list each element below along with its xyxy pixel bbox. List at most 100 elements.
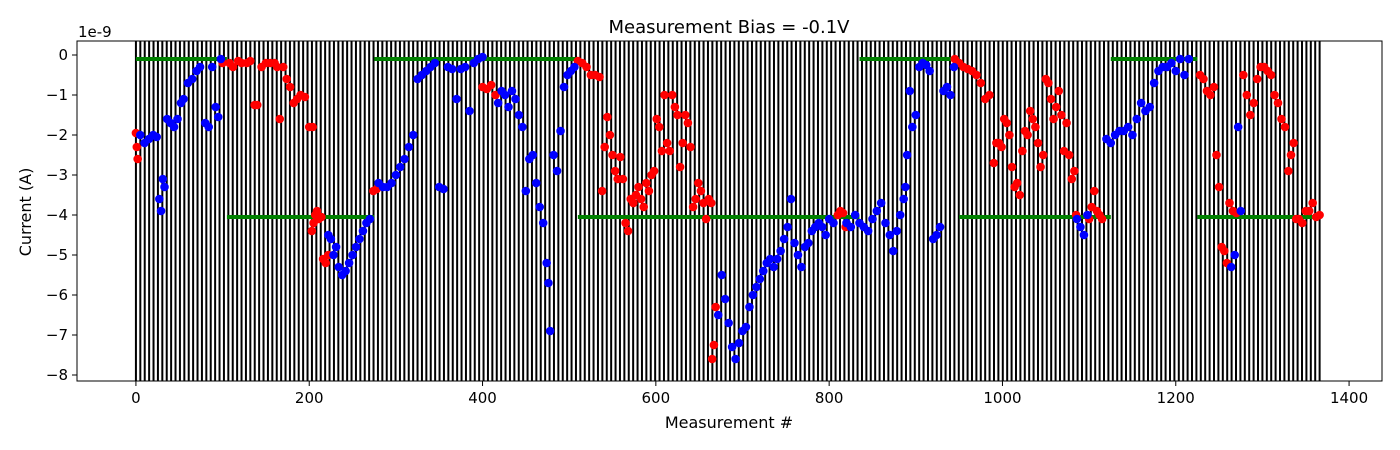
data-point-blue — [1083, 210, 1092, 220]
data-point-blue — [395, 162, 405, 172]
data-point-blue — [908, 122, 917, 132]
data-point-blue — [160, 182, 169, 192]
data-point-red — [649, 166, 659, 176]
data-point-red — [1038, 150, 1048, 160]
data-point-blue — [717, 270, 727, 280]
data-point-red — [1054, 86, 1064, 96]
data-point-red — [1266, 70, 1276, 80]
data-point-red — [1308, 198, 1317, 208]
data-point-red — [1270, 90, 1279, 100]
data-point-blue — [790, 238, 799, 248]
data-point-red — [1284, 166, 1293, 176]
data-point-red — [1277, 114, 1286, 124]
x-tick-label: 400 — [468, 389, 497, 407]
data-point-blue — [1171, 66, 1181, 76]
data-point-red — [133, 154, 142, 164]
data-point-red — [228, 62, 238, 72]
data-point-red — [1209, 82, 1219, 92]
data-point-blue — [949, 62, 959, 72]
data-point-blue — [1132, 114, 1142, 124]
data-point-red — [1046, 94, 1056, 104]
data-point-red — [696, 186, 706, 196]
data-point-blue — [863, 226, 873, 236]
data-point-red — [623, 226, 633, 236]
data-point-red — [616, 152, 625, 162]
data-point-red — [707, 198, 716, 208]
data-point-blue — [713, 310, 723, 320]
data-point-red — [1049, 114, 1058, 124]
data-point-blue — [545, 326, 555, 336]
y-offset-text: 1e-9 — [78, 23, 112, 41]
data-point-red — [621, 218, 630, 228]
green-segments — [135, 57, 1320, 219]
data-point-blue — [905, 86, 915, 96]
data-point-red — [1245, 110, 1255, 120]
data-point-red — [997, 142, 1006, 152]
data-point-blue — [868, 214, 877, 224]
data-point-blue — [158, 174, 168, 184]
data-point-red — [312, 206, 322, 216]
y-tick-label: −2 — [46, 126, 68, 144]
data-point-blue — [439, 184, 448, 194]
data-point-blue — [518, 122, 527, 132]
data-point-red — [1206, 90, 1215, 100]
data-point-red — [1018, 146, 1027, 156]
data-point-red — [486, 80, 496, 90]
data-point-blue — [911, 110, 921, 120]
data-point-red — [600, 142, 610, 152]
data-point-red — [1062, 118, 1071, 128]
data-point-red — [678, 138, 688, 148]
data-point-blue — [793, 250, 803, 260]
x-tick-label: 800 — [815, 389, 844, 407]
data-point-blue — [892, 226, 902, 236]
data-point-red — [1280, 122, 1290, 132]
data-point-red — [1252, 74, 1262, 84]
data-point-red — [1219, 246, 1229, 256]
data-point-blue — [507, 86, 517, 96]
data-point-red — [989, 158, 999, 168]
data-point-blue — [500, 90, 510, 100]
data-point-blue — [783, 222, 792, 232]
data-point-blue — [351, 242, 361, 252]
data-point-red — [282, 74, 292, 84]
data-point-blue — [400, 154, 409, 164]
data-point-red — [610, 166, 620, 176]
data-point-blue — [758, 266, 768, 276]
data-point-blue — [552, 166, 562, 176]
data-point-red — [272, 62, 282, 72]
data-point-blue — [155, 194, 164, 204]
data-point-red — [1007, 162, 1017, 172]
data-point-red — [285, 82, 295, 92]
data-point-red — [838, 208, 848, 218]
y-tick-label: −1 — [46, 86, 68, 104]
data-point-blue — [727, 342, 737, 352]
data-point-red — [307, 226, 317, 236]
data-point-red — [972, 70, 981, 80]
data-point-red — [694, 178, 703, 188]
data-point-red — [675, 162, 685, 172]
data-point-red — [644, 186, 654, 196]
data-point-blue — [872, 206, 882, 216]
data-point-red — [618, 174, 628, 184]
data-point-blue — [344, 258, 354, 268]
data-point-blue — [1076, 222, 1085, 232]
data-point-red — [668, 90, 677, 100]
data-point-red — [1005, 130, 1014, 140]
data-point-blue — [387, 178, 396, 188]
data-point-blue — [899, 194, 908, 204]
data-point-blue — [528, 150, 538, 160]
data-point-red — [1070, 166, 1079, 176]
data-point-blue — [542, 258, 551, 268]
data-point-blue — [776, 246, 785, 256]
data-point-red — [688, 202, 698, 212]
data-point-red — [1249, 98, 1259, 108]
data-point-red — [597, 186, 607, 196]
data-point-red — [1097, 214, 1107, 224]
data-point-blue — [355, 234, 364, 244]
data-point-red — [246, 56, 255, 66]
data-point-red — [683, 118, 693, 128]
data-point-blue — [765, 254, 775, 264]
data-point-blue — [1128, 130, 1137, 140]
data-point-red — [634, 182, 643, 192]
data-point-blue — [195, 62, 205, 72]
